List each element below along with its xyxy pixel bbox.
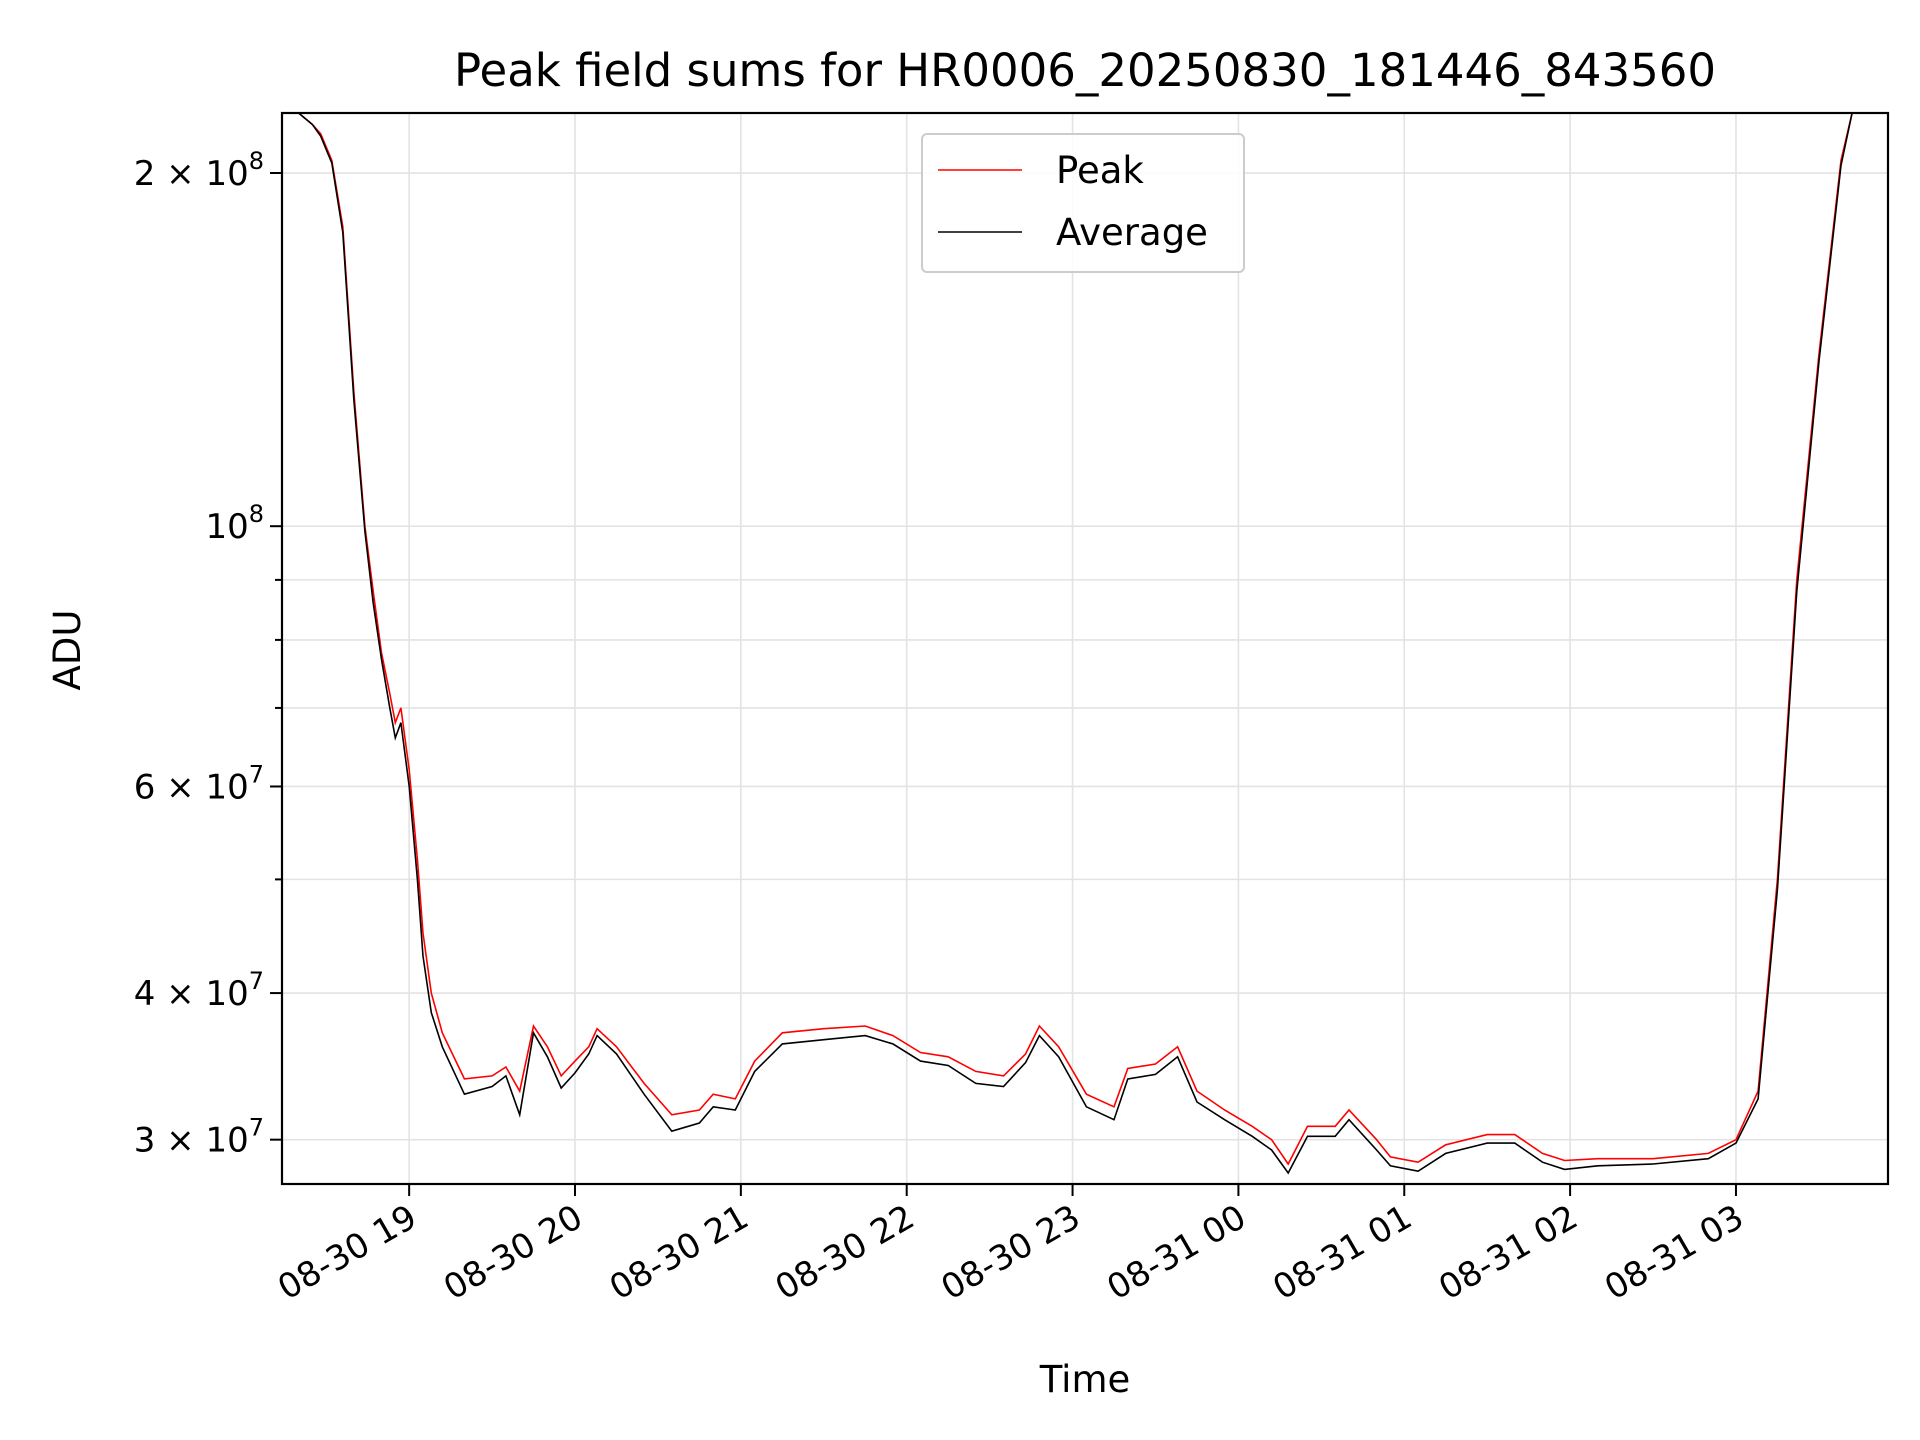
series-line-peak <box>282 113 1888 1166</box>
x-axis: 08-30 19 08-30 20 08-30 21 08-30 22 08-30 23… <box>271 1184 1750 1308</box>
legend: Peak Average <box>921 133 1245 273</box>
x-tick-label: 08-31 00 <box>1101 1197 1253 1308</box>
x-tick-label: 08-30 23 <box>935 1197 1087 1308</box>
series-line-average <box>282 113 1888 1175</box>
x-tick-label: 08-31 03 <box>1598 1197 1750 1308</box>
y-tick-label: 3 × 107 <box>134 1114 264 1161</box>
legend-box <box>921 133 1245 273</box>
grid <box>282 113 1888 1184</box>
x-tick-label: 08-30 19 <box>271 1197 423 1308</box>
y-tick-label: 6 × 107 <box>134 760 264 807</box>
x-tick-label: 08-31 02 <box>1432 1197 1584 1308</box>
legend-label: Peak <box>1056 149 1144 192</box>
plot-frame <box>280 111 1890 1186</box>
legend-label: Average <box>1056 211 1208 254</box>
y-tick-label: 2 × 108 <box>134 147 264 194</box>
x-tick-label: 08-30 20 <box>437 1197 589 1308</box>
plot-area <box>282 113 1888 1175</box>
y-axis: 2 × 108 108 6 × 107 4 × 107 3 × 107 <box>134 147 282 1161</box>
y-tick-label: 4 × 107 <box>134 967 264 1014</box>
x-tick-label: 08-30 21 <box>603 1197 755 1308</box>
x-axis-label: Time <box>1039 1358 1131 1401</box>
x-tick-label: 08-30 22 <box>769 1197 921 1308</box>
y-axis-label: ADU <box>46 610 89 691</box>
y-tick-label: 108 <box>205 500 264 547</box>
x-tick-label: 08-31 01 <box>1266 1197 1418 1308</box>
chart-title: Peak field sums for HR0006_20250830_1814… <box>454 44 1716 97</box>
